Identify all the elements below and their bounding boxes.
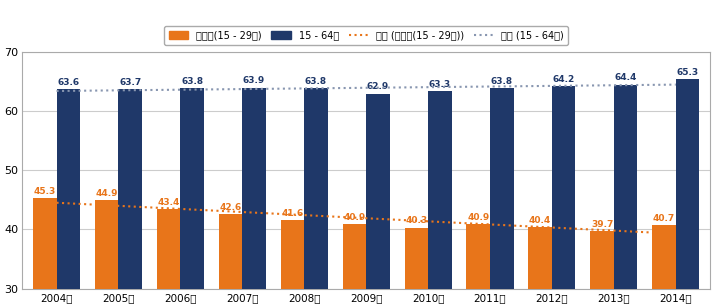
Bar	[490, 88, 513, 289]
Bar	[242, 88, 266, 289]
Bar	[56, 89, 80, 289]
Text: 40.7: 40.7	[653, 214, 675, 223]
Text: 39.7: 39.7	[591, 220, 613, 229]
Bar	[181, 88, 204, 289]
Bar	[675, 80, 699, 289]
Text: 40.3: 40.3	[406, 216, 428, 225]
Bar	[119, 89, 142, 289]
Text: 41.6: 41.6	[281, 208, 303, 218]
Text: 43.4: 43.4	[157, 198, 180, 207]
Bar	[590, 231, 614, 289]
Bar	[366, 94, 390, 289]
Text: 63.6: 63.6	[57, 78, 79, 87]
Text: 45.3: 45.3	[34, 187, 56, 196]
Bar	[33, 198, 56, 289]
Bar	[428, 91, 451, 289]
Text: 63.8: 63.8	[305, 77, 327, 86]
Bar	[281, 220, 304, 289]
Bar	[343, 224, 366, 289]
Text: 64.4: 64.4	[615, 73, 637, 82]
Bar	[157, 209, 181, 289]
Text: 44.9: 44.9	[96, 189, 118, 198]
Text: 63.7: 63.7	[119, 77, 141, 87]
Bar	[218, 214, 242, 289]
Text: 42.6: 42.6	[219, 203, 241, 212]
Text: 63.3: 63.3	[429, 80, 451, 89]
Bar	[653, 225, 675, 289]
Bar	[614, 85, 638, 289]
Bar	[304, 88, 328, 289]
Bar	[95, 200, 119, 289]
Text: 40.9: 40.9	[467, 213, 489, 222]
Text: 40.4: 40.4	[529, 216, 551, 225]
Legend: 청년층(15 - 29세), 15 - 64세, 선형 (청년층(15 - 29세)), 선형 (15 - 64세): 청년층(15 - 29세), 15 - 64세, 선형 (청년층(15 - 29…	[164, 25, 568, 45]
Text: 63.8: 63.8	[181, 77, 203, 86]
Text: 40.9: 40.9	[343, 213, 366, 222]
Text: 62.9: 62.9	[367, 82, 389, 91]
Text: 65.3: 65.3	[676, 68, 698, 77]
Bar	[528, 227, 552, 289]
Bar	[405, 227, 428, 289]
Text: 64.2: 64.2	[553, 75, 575, 84]
Bar	[552, 86, 575, 289]
Text: 63.9: 63.9	[243, 76, 265, 85]
Bar	[466, 224, 490, 289]
Text: 63.8: 63.8	[491, 77, 513, 86]
